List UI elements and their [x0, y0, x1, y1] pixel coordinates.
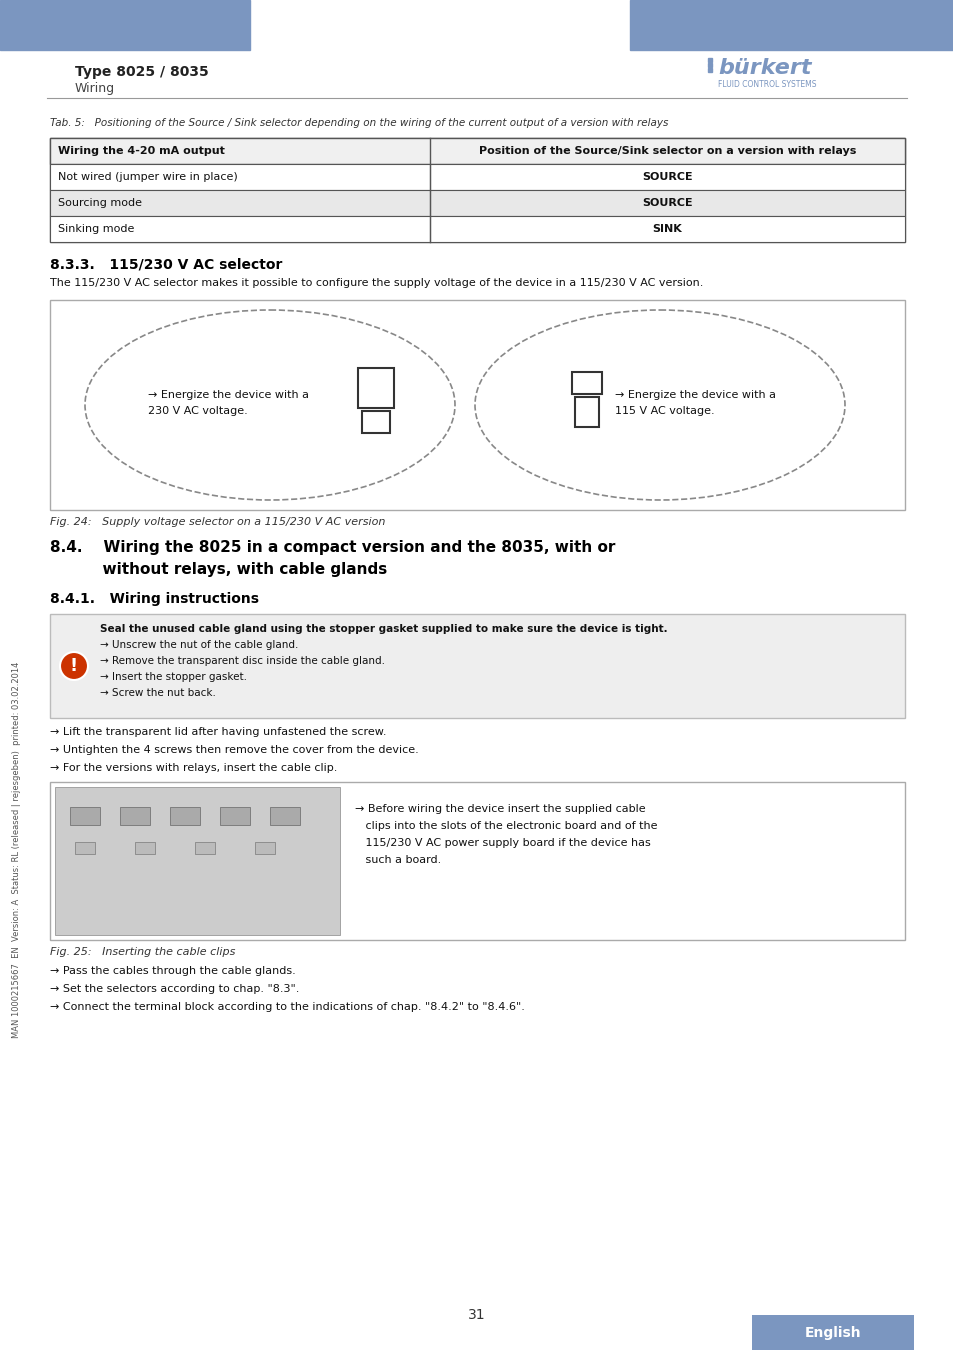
Text: Sourcing mode: Sourcing mode: [58, 198, 142, 208]
Text: The 115/230 V AC selector makes it possible to configure the supply voltage of t: The 115/230 V AC selector makes it possi…: [50, 278, 702, 288]
Text: → Untighten the 4 screws then remove the cover from the device.: → Untighten the 4 screws then remove the…: [50, 745, 418, 755]
Bar: [50, 163, 904, 190]
Bar: [50, 782, 904, 940]
Bar: [50, 614, 904, 718]
Text: → Connect the terminal block according to the indications of chap. "8.4.2" to "8: → Connect the terminal block according t…: [50, 1002, 524, 1012]
Text: Position of the Source/Sink selector on a version with relays: Position of the Source/Sink selector on …: [478, 146, 855, 157]
Text: Type 8025 / 8035: Type 8025 / 8035: [75, 65, 209, 80]
Bar: [361, 410, 390, 433]
Bar: [270, 807, 299, 825]
Bar: [194, 842, 214, 855]
Text: → Screw the nut back.: → Screw the nut back.: [100, 688, 215, 698]
Bar: [254, 842, 274, 855]
Text: → Lift the transparent lid after having unfastened the screw.: → Lift the transparent lid after having …: [50, 728, 386, 737]
Bar: [707, 63, 711, 68]
Circle shape: [60, 652, 88, 680]
Bar: [707, 68, 711, 72]
Bar: [50, 216, 904, 242]
Text: → For the versions with relays, insert the cable clip.: → For the versions with relays, insert t…: [50, 763, 337, 774]
Text: Not wired (jumper wire in place): Not wired (jumper wire in place): [58, 171, 237, 182]
Bar: [572, 373, 601, 394]
Bar: [575, 397, 598, 427]
Bar: [220, 807, 250, 825]
Text: → Insert the stopper gasket.: → Insert the stopper gasket.: [100, 672, 247, 682]
Text: Sinking mode: Sinking mode: [58, 224, 134, 234]
Bar: [120, 807, 150, 825]
Bar: [55, 787, 339, 936]
Bar: [135, 842, 154, 855]
Bar: [50, 190, 904, 216]
Text: 115 V AC voltage.: 115 V AC voltage.: [615, 406, 714, 416]
Text: → Remove the transparent disc inside the cable gland.: → Remove the transparent disc inside the…: [100, 656, 385, 666]
Bar: [170, 807, 200, 825]
Text: SOURCE: SOURCE: [641, 171, 692, 182]
Bar: [50, 138, 904, 163]
Text: Fig. 25:   Inserting the cable clips: Fig. 25: Inserting the cable clips: [50, 946, 235, 957]
Text: → Unscrew the nut of the cable gland.: → Unscrew the nut of the cable gland.: [100, 640, 298, 649]
Text: → Energize the device with a: → Energize the device with a: [615, 390, 775, 400]
Bar: [707, 58, 711, 62]
Text: such a board.: such a board.: [355, 855, 441, 865]
Text: !: !: [70, 657, 78, 675]
Text: → Pass the cables through the cable glands.: → Pass the cables through the cable glan…: [50, 967, 295, 976]
Text: Fig. 24:   Supply voltage selector on a 115/230 V AC version: Fig. 24: Supply voltage selector on a 11…: [50, 517, 385, 526]
Text: FLUID CONTROL SYSTEMS: FLUID CONTROL SYSTEMS: [718, 80, 816, 89]
Bar: [751, 1315, 913, 1350]
Text: Seal the unused cable gland using the stopper gasket supplied to make sure the d: Seal the unused cable gland using the st…: [100, 624, 667, 634]
Text: 8.4.1.   Wiring instructions: 8.4.1. Wiring instructions: [50, 593, 258, 606]
Text: Tab. 5:   Positioning of the Source / Sink selector depending on the wiring of t: Tab. 5: Positioning of the Source / Sink…: [50, 117, 668, 128]
Text: 230 V AC voltage.: 230 V AC voltage.: [148, 406, 248, 416]
Text: MAN 1000215667  EN  Version: A  Status: RL (released | rejesgeben)  printed: 03.: MAN 1000215667 EN Version: A Status: RL …: [12, 662, 22, 1038]
Text: 31: 31: [468, 1308, 485, 1322]
Text: Wiring the 4-20 mA output: Wiring the 4-20 mA output: [58, 146, 225, 157]
Bar: [629, 0, 953, 50]
Bar: [70, 807, 100, 825]
Text: bürkert: bürkert: [718, 58, 811, 78]
Text: English: English: [803, 1326, 861, 1341]
Bar: [75, 842, 95, 855]
Text: without relays, with cable glands: without relays, with cable glands: [50, 562, 387, 576]
Bar: [0, 0, 250, 50]
Text: → Energize the device with a: → Energize the device with a: [148, 390, 309, 400]
Bar: [50, 300, 904, 510]
Text: → Before wiring the device insert the supplied cable: → Before wiring the device insert the su…: [355, 805, 645, 814]
Bar: [50, 138, 904, 242]
Text: 8.3.3.   115/230 V AC selector: 8.3.3. 115/230 V AC selector: [50, 258, 282, 271]
Text: 115/230 V AC power supply board if the device has: 115/230 V AC power supply board if the d…: [355, 838, 650, 848]
Text: → Set the selectors according to chap. "8.3".: → Set the selectors according to chap. "…: [50, 984, 299, 994]
Text: SINK: SINK: [652, 224, 681, 234]
Text: clips into the slots of the electronic board and of the: clips into the slots of the electronic b…: [355, 821, 657, 832]
Text: Wiring: Wiring: [75, 82, 115, 94]
Text: SOURCE: SOURCE: [641, 198, 692, 208]
Bar: [357, 369, 394, 408]
Text: 8.4.    Wiring the 8025 in a compact version and the 8035, with or: 8.4. Wiring the 8025 in a compact versio…: [50, 540, 615, 555]
